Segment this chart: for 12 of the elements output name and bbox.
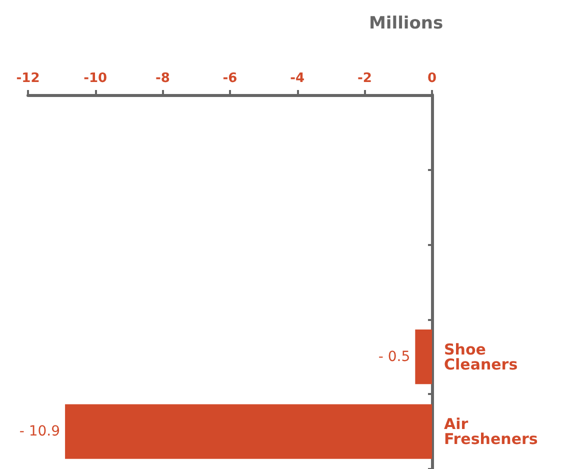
- x-tick-label: -2: [357, 71, 372, 86]
- x-tick-label: -6: [222, 71, 238, 86]
- x-tick-label: -10: [84, 71, 108, 86]
- y-tick-label: Shoe Cleaners: [444, 340, 518, 374]
- x-axis-title: Millions: [369, 14, 444, 34]
- x-tick-label: 0: [427, 71, 437, 86]
- x-tick-label: -12: [16, 71, 40, 86]
- x-tick-label: -8: [155, 71, 170, 86]
- data-label: - 0.5: [378, 348, 410, 365]
- x-tick-label: -4: [290, 71, 305, 86]
- y-tick-label: Air Fresheners: [444, 415, 538, 448]
- data-label: - 10.9: [19, 424, 60, 440]
